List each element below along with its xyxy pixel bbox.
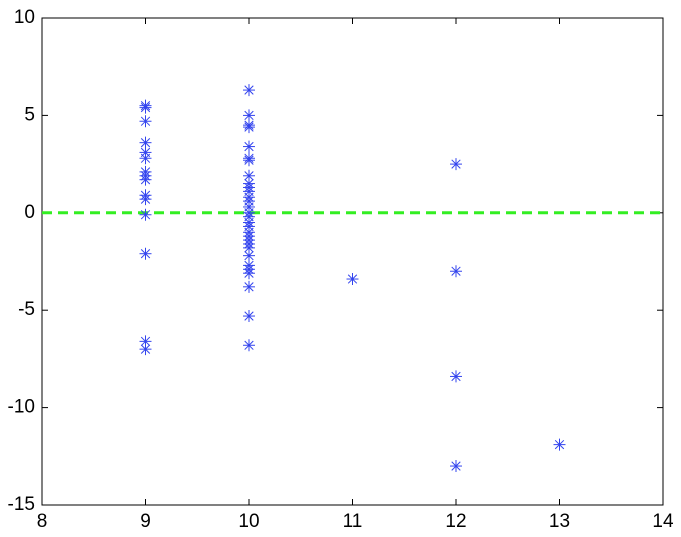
- point: [139, 247, 152, 260]
- point: [139, 193, 152, 206]
- y-tick-label: 10: [14, 7, 35, 28]
- point-stroke: [140, 344, 151, 354]
- point: [139, 152, 152, 165]
- point: [139, 208, 152, 221]
- x-tick-label: 9: [140, 511, 151, 532]
- point-stroke: [244, 171, 254, 181]
- x-tick-label: 10: [238, 511, 259, 532]
- point-stroke: [140, 153, 151, 163]
- point: [450, 370, 462, 383]
- point-stroke: [244, 268, 254, 278]
- x-tick-label: 8: [37, 511, 48, 532]
- point-stroke: [451, 159, 461, 169]
- point-stroke: [140, 138, 151, 148]
- plot-area: [41, 17, 664, 506]
- point: [243, 241, 255, 254]
- point-stroke: [244, 85, 254, 95]
- point-stroke: [140, 116, 151, 126]
- y-tick-label: 0: [24, 202, 35, 223]
- point-stroke: [244, 340, 254, 350]
- point: [450, 158, 462, 171]
- point-stroke: [451, 461, 461, 471]
- point-stroke: [244, 155, 254, 165]
- x-tick-label: 13: [549, 511, 570, 532]
- y-tick-label: -15: [8, 494, 35, 515]
- point-stroke: [554, 439, 565, 450]
- point: [346, 273, 359, 286]
- point-stroke: [140, 210, 151, 220]
- point-stroke: [140, 102, 151, 113]
- y-tick-label: 5: [24, 104, 35, 125]
- point: [450, 265, 462, 278]
- point: [243, 339, 255, 352]
- point-stroke: [140, 249, 151, 259]
- point: [243, 310, 255, 323]
- point: [243, 84, 255, 97]
- point: [553, 438, 566, 451]
- point: [243, 267, 255, 280]
- x-tick-label: 14: [652, 511, 674, 532]
- point: [450, 460, 462, 473]
- point-stroke: [140, 336, 151, 347]
- x-tick-label: 12: [445, 511, 466, 532]
- point: [243, 121, 255, 134]
- point: [243, 140, 255, 153]
- point-stroke: [451, 371, 461, 382]
- point: [139, 115, 152, 128]
- point-stroke: [140, 194, 151, 204]
- point-stroke: [244, 311, 254, 321]
- y-tick-label: -10: [8, 397, 35, 418]
- point: [243, 280, 255, 293]
- point-stroke: [244, 141, 254, 152]
- point-stroke: [244, 122, 254, 132]
- point-stroke: [451, 266, 461, 276]
- y-tick-label: -5: [18, 299, 35, 320]
- point: [139, 101, 152, 114]
- point-stroke: [347, 274, 358, 284]
- point-stroke: [244, 282, 254, 292]
- point-stroke: [244, 251, 254, 261]
- point-stroke: [244, 110, 254, 121]
- point: [139, 343, 152, 356]
- x-tick-label: 11: [343, 511, 363, 532]
- point: [243, 154, 255, 167]
- point: [139, 173, 152, 186]
- point-stroke: [244, 243, 254, 253]
- point-stroke: [140, 175, 151, 185]
